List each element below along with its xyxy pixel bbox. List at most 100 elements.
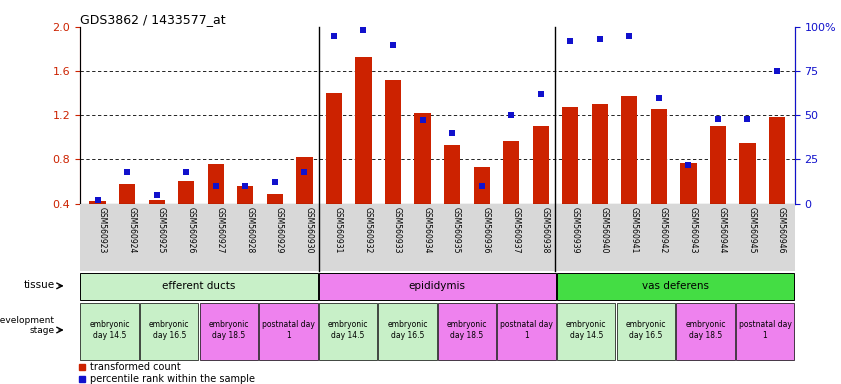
Text: GSM560940: GSM560940 (600, 207, 609, 253)
Point (534, 91, 547, 97)
Point (386, 41, 399, 48)
Point (475, 183, 489, 189)
Bar (680, 163, 696, 248)
Point (593, 36, 606, 42)
Text: embryonic
day 14.5: embryonic day 14.5 (566, 320, 606, 340)
Point (505, 112, 518, 118)
Bar (140, 303, 198, 360)
Point (652, 94, 665, 101)
Point (415, 118, 429, 124)
Bar (498, 303, 556, 360)
Bar (199, 303, 258, 360)
Bar (676, 303, 734, 360)
Bar (385, 80, 401, 248)
Bar (557, 303, 616, 360)
Text: development
stage: development stage (0, 316, 55, 335)
Text: epididymis: epididymis (409, 281, 466, 291)
Text: embryonic
day 18.5: embryonic day 18.5 (685, 320, 726, 340)
Text: embryonic
day 16.5: embryonic day 16.5 (388, 320, 428, 340)
Point (682, 162, 696, 168)
Text: GSM560929: GSM560929 (275, 207, 284, 253)
Point (357, 27, 370, 33)
Point (770, 68, 784, 74)
Point (268, 179, 282, 185)
Text: postnatal day
1: postnatal day 1 (500, 320, 553, 340)
Bar (356, 57, 372, 248)
Text: embryonic
day 16.5: embryonic day 16.5 (626, 320, 666, 340)
Point (298, 169, 311, 175)
Text: GSM560941: GSM560941 (629, 207, 638, 253)
Text: postnatal day
1: postnatal day 1 (738, 320, 791, 340)
Text: embryonic
day 14.5: embryonic day 14.5 (328, 320, 368, 340)
Bar (259, 303, 318, 360)
Text: GSM560926: GSM560926 (186, 207, 195, 253)
Text: tissue: tissue (24, 280, 55, 290)
Bar (739, 143, 755, 248)
Bar (89, 201, 106, 248)
Bar (296, 157, 313, 248)
Point (209, 183, 223, 189)
Bar (267, 194, 283, 248)
Bar (178, 182, 194, 248)
Point (622, 33, 636, 39)
Text: vas deferens: vas deferens (642, 281, 709, 291)
Text: embryonic
day 18.5: embryonic day 18.5 (447, 320, 487, 340)
Text: GSM560939: GSM560939 (570, 207, 579, 253)
Bar (237, 186, 253, 248)
Bar (616, 303, 675, 360)
Text: GSM560923: GSM560923 (98, 207, 107, 253)
Bar (378, 303, 436, 360)
Bar (736, 303, 794, 360)
Bar (532, 126, 549, 248)
Text: GSM560944: GSM560944 (718, 207, 727, 253)
Bar (149, 200, 165, 248)
Point (179, 169, 193, 175)
Point (91, 197, 104, 203)
Text: GSM560932: GSM560932 (363, 207, 373, 253)
Point (563, 38, 577, 44)
Bar (769, 118, 785, 248)
Bar (503, 141, 519, 248)
Point (446, 130, 459, 136)
Bar (621, 96, 637, 248)
Bar (208, 164, 224, 248)
Text: postnatal day
1: postnatal day 1 (262, 320, 315, 340)
Point (120, 169, 134, 175)
Text: GSM560927: GSM560927 (216, 207, 225, 253)
Bar (562, 108, 579, 248)
Text: GSM560937: GSM560937 (511, 207, 521, 253)
Text: GSM560945: GSM560945 (748, 207, 757, 253)
Text: GSM560930: GSM560930 (304, 207, 314, 253)
Bar (444, 145, 460, 248)
Bar (81, 273, 318, 300)
Text: GDS3862 / 1433577_at: GDS3862 / 1433577_at (80, 13, 225, 26)
Point (711, 116, 725, 122)
Text: GSM560936: GSM560936 (482, 207, 490, 253)
Text: GSM560946: GSM560946 (777, 207, 786, 253)
Text: GSM560935: GSM560935 (452, 207, 461, 253)
Text: GSM560931: GSM560931 (334, 207, 343, 253)
Bar (473, 167, 489, 248)
Bar (319, 303, 377, 360)
Bar (415, 113, 431, 248)
Text: GSM560928: GSM560928 (246, 207, 254, 253)
Text: efferent ducts: efferent ducts (162, 281, 235, 291)
Bar (119, 184, 135, 248)
Text: embryonic
day 16.5: embryonic day 16.5 (149, 320, 189, 340)
Text: embryonic
day 14.5: embryonic day 14.5 (89, 320, 130, 340)
Text: embryonic
day 18.5: embryonic day 18.5 (209, 320, 249, 340)
Bar (557, 273, 794, 300)
Text: transformed count: transformed count (90, 362, 181, 372)
Bar (438, 303, 496, 360)
Bar (81, 303, 139, 360)
Bar (325, 93, 342, 248)
Text: GSM560933: GSM560933 (393, 207, 402, 253)
Text: percentile rank within the sample: percentile rank within the sample (90, 374, 255, 384)
Bar (710, 126, 726, 248)
Point (239, 183, 252, 189)
Text: GSM560924: GSM560924 (127, 207, 136, 253)
Bar (651, 109, 667, 248)
Bar (319, 273, 556, 300)
Text: GSM560925: GSM560925 (156, 207, 166, 253)
Text: GSM560934: GSM560934 (422, 207, 431, 253)
